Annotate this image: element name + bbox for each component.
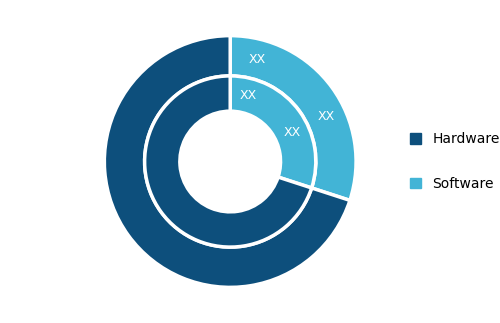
Wedge shape — [230, 36, 356, 200]
Legend: Hardware, Software: Hardware, Software — [410, 132, 500, 191]
Text: XX: XX — [283, 126, 300, 139]
Text: XX: XX — [249, 53, 266, 66]
Text: XX: XX — [239, 89, 256, 102]
Wedge shape — [230, 76, 316, 188]
Wedge shape — [104, 36, 350, 287]
Wedge shape — [144, 76, 312, 247]
Text: XX: XX — [318, 110, 334, 123]
